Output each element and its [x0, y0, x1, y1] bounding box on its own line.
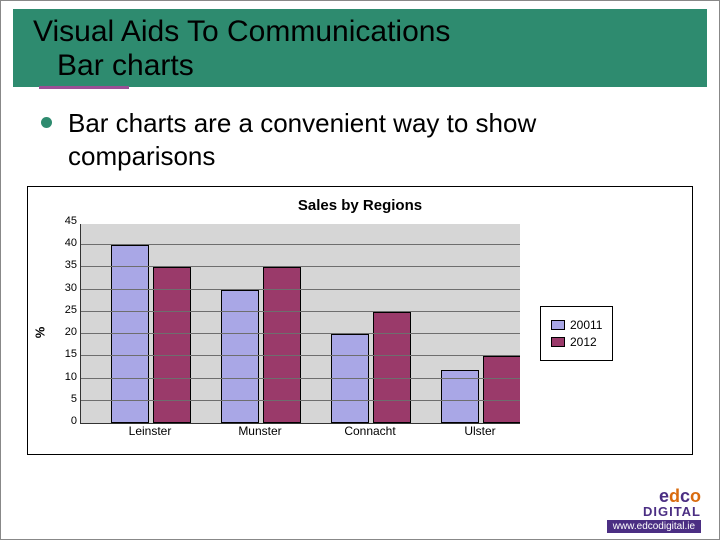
y-tick: 30: [65, 282, 77, 294]
grid-line: [81, 244, 520, 245]
y-tick: 35: [65, 259, 77, 271]
grid-line: [81, 289, 520, 290]
y-axis-ticks: 051015202530354045: [52, 233, 80, 433]
x-axis-ticks: LeinsterMunsterConnachtUlster: [80, 424, 520, 442]
y-tick: 25: [65, 304, 77, 316]
bullet-text: Bar charts are a convenient way to show …: [68, 107, 679, 172]
legend-item: 20011: [551, 318, 602, 332]
y-axis-label: %: [28, 324, 52, 342]
y-tick: 40: [65, 237, 77, 249]
bar: [373, 312, 411, 423]
legend-label: 2012: [570, 335, 597, 349]
x-tick: Connacht: [315, 424, 425, 438]
y-tick: 15: [65, 348, 77, 360]
logo-subtext: DIGITAL: [607, 504, 701, 519]
bars-layer: [81, 224, 520, 423]
grid-line: [81, 333, 520, 334]
chart-row: % 051015202530354045 LeinsterMunsterConn…: [28, 224, 692, 442]
grid-line: [81, 400, 520, 401]
title-accent-bar: [39, 86, 129, 89]
grid-line: [81, 378, 520, 379]
grid-line: [81, 355, 520, 356]
y-tick: 45: [65, 215, 77, 227]
y-tick: 10: [65, 371, 77, 383]
slide: Visual Aids To Communications Bar charts…: [0, 0, 720, 540]
x-tick: Leinster: [95, 424, 205, 438]
title-line-1: Visual Aids To Communications: [33, 15, 697, 49]
x-tick: Munster: [205, 424, 315, 438]
bar: [483, 356, 520, 423]
bullet-item: Bar charts are a convenient way to show …: [41, 107, 679, 172]
plot-column: LeinsterMunsterConnachtUlster: [80, 224, 520, 442]
legend-label: 20011: [570, 318, 602, 332]
grid-line: [81, 266, 520, 267]
legend-swatch: [551, 337, 565, 347]
bar: [331, 334, 369, 423]
title-line-2: Bar charts: [57, 49, 697, 83]
plot-area: [80, 224, 520, 424]
logo: edco DIGITAL: [607, 486, 701, 519]
legend-item: 2012: [551, 335, 602, 349]
legend-swatch: [551, 320, 565, 330]
footer: edco DIGITAL www.edcodigital.ie: [607, 486, 701, 533]
y-tick: 20: [65, 326, 77, 338]
grid-line: [81, 311, 520, 312]
x-tick: Ulster: [425, 424, 535, 438]
y-tick: 5: [71, 393, 77, 405]
title-band: Visual Aids To Communications Bar charts: [13, 9, 707, 87]
y-tick: 0: [71, 415, 77, 427]
chart-container: Sales by Regions % 0 5 10 15 20 25 30 35 40 45 Le…: [27, 186, 693, 455]
chart-title: Sales by Regions: [28, 197, 692, 214]
footer-url: www.edcodigital.ie: [607, 520, 701, 533]
legend: 20011 2012: [540, 306, 613, 361]
bullet-icon: [41, 117, 52, 128]
